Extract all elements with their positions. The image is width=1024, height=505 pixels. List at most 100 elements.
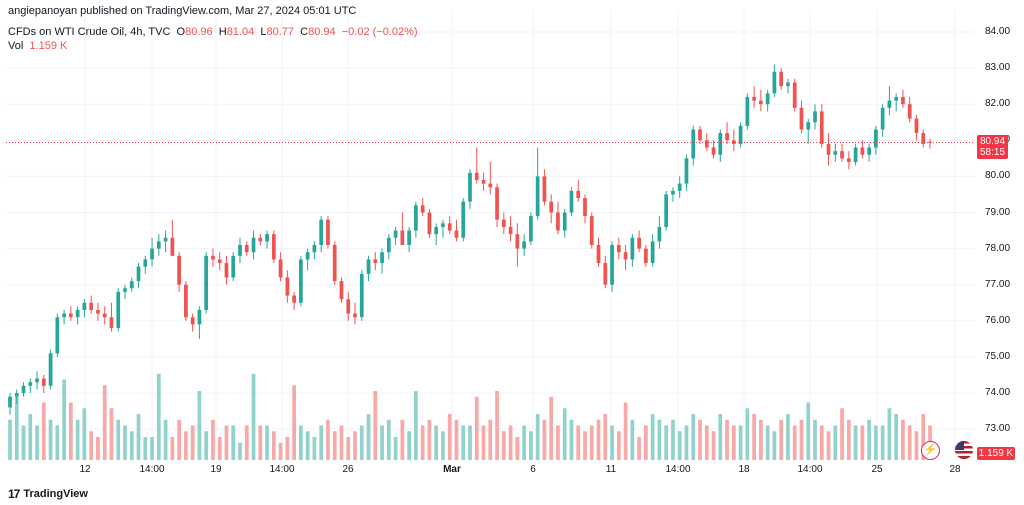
candle-body bbox=[380, 252, 384, 264]
candle-body bbox=[156, 241, 161, 249]
candle-body bbox=[184, 284, 188, 318]
volume-bar bbox=[278, 442, 283, 460]
candle-body bbox=[69, 313, 73, 318]
candle-body bbox=[549, 201, 554, 213]
lightning-icon[interactable]: ⚡ bbox=[921, 441, 940, 460]
candle-body bbox=[75, 309, 80, 318]
candle-body bbox=[765, 93, 770, 105]
candle-body bbox=[393, 230, 398, 238]
candle-body bbox=[400, 230, 405, 245]
candle-body bbox=[136, 266, 141, 282]
volume-bar bbox=[731, 425, 736, 460]
candle-body bbox=[96, 309, 100, 314]
candle-body bbox=[826, 143, 831, 155]
volume-bar bbox=[664, 425, 669, 460]
candle-body bbox=[373, 259, 378, 264]
volume-bar bbox=[28, 414, 33, 460]
candle-body bbox=[495, 187, 499, 220]
candle-body bbox=[664, 194, 669, 227]
volume-bar bbox=[265, 425, 269, 460]
volume-bar bbox=[610, 425, 614, 460]
volume-bars bbox=[8, 373, 932, 460]
volume-bar bbox=[529, 431, 533, 460]
bar-countdown: 58:15 bbox=[979, 147, 1006, 158]
candle-body bbox=[62, 313, 66, 318]
volume-bar bbox=[556, 425, 560, 460]
candle-body bbox=[786, 82, 790, 87]
candle-body bbox=[346, 299, 351, 314]
candle-body bbox=[89, 302, 94, 310]
candle-body bbox=[414, 205, 418, 231]
volume-bar bbox=[231, 425, 236, 460]
volume-bar bbox=[765, 425, 770, 460]
volume-bar bbox=[190, 425, 195, 460]
volume-bar bbox=[846, 419, 851, 460]
candle-body bbox=[386, 237, 391, 253]
candle-body bbox=[833, 151, 838, 155]
candle-body bbox=[880, 107, 885, 130]
price-tick-label: 75.00 bbox=[985, 350, 1011, 362]
candle-body bbox=[150, 248, 154, 260]
volume-bar bbox=[292, 385, 296, 460]
candle-body bbox=[711, 147, 716, 155]
volume-bar bbox=[116, 419, 121, 460]
volume-bar bbox=[704, 425, 709, 460]
candle-body bbox=[772, 71, 777, 94]
open-value: 80.96 bbox=[185, 26, 213, 38]
candle-body bbox=[359, 273, 364, 318]
time-tick-label: 26 bbox=[342, 464, 354, 475]
volume-legend[interactable]: Vol 1.159 K bbox=[8, 40, 67, 52]
volume-bar bbox=[271, 431, 276, 460]
candle-body bbox=[589, 216, 594, 245]
candle-body bbox=[244, 244, 249, 253]
volume-bar bbox=[907, 425, 912, 460]
candle-body bbox=[907, 104, 912, 119]
candle-body bbox=[813, 111, 817, 123]
volume-bar bbox=[698, 419, 702, 460]
candle-body bbox=[759, 100, 763, 105]
low-label: L bbox=[260, 26, 267, 38]
candle-body bbox=[522, 241, 526, 249]
candle-body bbox=[799, 107, 804, 130]
volume-bar bbox=[170, 437, 175, 460]
candle-body bbox=[488, 183, 493, 188]
candle-body bbox=[217, 259, 222, 264]
tradingview-logo[interactable]: 17 TradingView bbox=[8, 487, 88, 501]
candle-body bbox=[197, 309, 202, 325]
high-value: 81.04 bbox=[226, 26, 255, 38]
volume-bar bbox=[603, 414, 608, 460]
candle-body bbox=[860, 147, 865, 155]
candle-body bbox=[177, 255, 181, 285]
candle-body bbox=[576, 190, 581, 199]
price-tick-label: 74.00 bbox=[985, 387, 1011, 398]
volume-bar bbox=[596, 419, 601, 460]
candle-body bbox=[211, 255, 215, 260]
candle-body bbox=[163, 237, 168, 242]
close-value: 80.94 bbox=[308, 26, 336, 38]
volume-bar bbox=[826, 431, 831, 460]
volume-bar bbox=[657, 419, 662, 460]
candle-body bbox=[725, 133, 729, 141]
brand-name: TradingView bbox=[23, 488, 88, 500]
volume-bar bbox=[407, 431, 411, 460]
volume-bar bbox=[163, 419, 168, 460]
us-flag-icon[interactable] bbox=[955, 441, 973, 459]
candle-body bbox=[312, 244, 317, 253]
volume-bar bbox=[102, 385, 107, 460]
volume-bar bbox=[75, 419, 80, 460]
volume-bar bbox=[522, 425, 526, 460]
volume-bar bbox=[427, 419, 432, 460]
candle-body bbox=[292, 295, 296, 303]
time-tick-label: 14:00 bbox=[269, 464, 295, 475]
candle-body bbox=[143, 259, 148, 267]
symbol-legend[interactable]: CFDs on WTI Crude Oil, 4h, TVC O80.96 H8… bbox=[8, 26, 418, 38]
last-price-badge: 80.94 58:15 bbox=[977, 135, 1008, 159]
volume-bar bbox=[786, 414, 790, 460]
candle-body bbox=[454, 230, 459, 238]
candle-body bbox=[461, 201, 466, 238]
candle-body bbox=[265, 234, 269, 242]
volume-bar bbox=[637, 437, 641, 460]
price-tick-label: 82.00 bbox=[985, 98, 1011, 110]
volume-value: 1.159 K bbox=[29, 40, 68, 52]
